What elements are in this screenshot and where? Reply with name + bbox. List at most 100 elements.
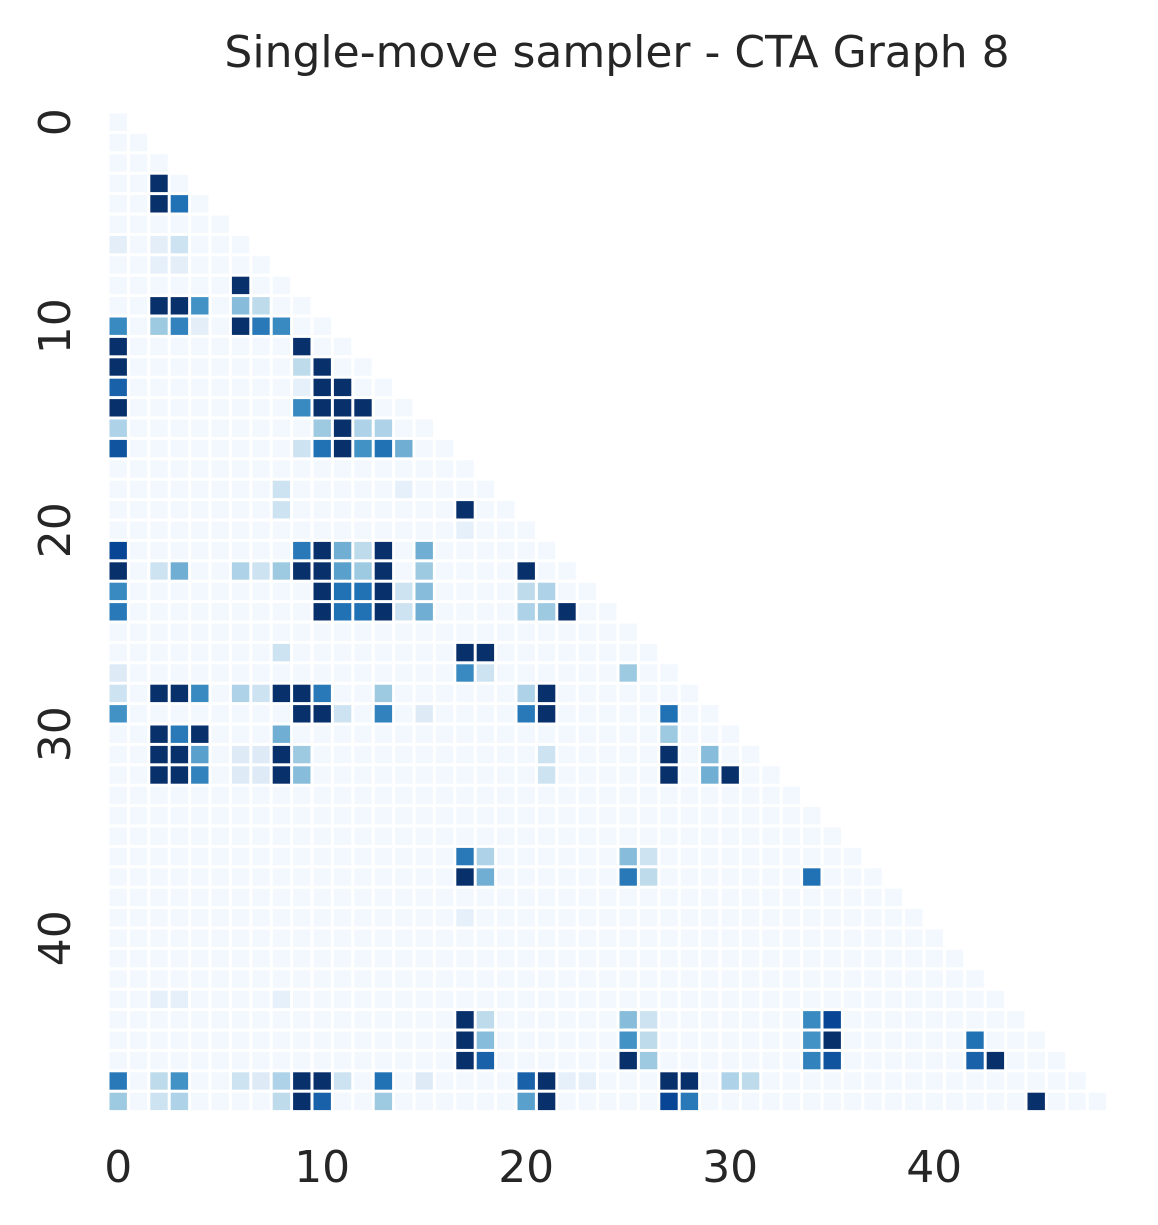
- heatmap-cell: [476, 521, 495, 539]
- heatmap-cell: [333, 1011, 352, 1029]
- heatmap-cell: [293, 1031, 311, 1049]
- heatmap-cell: [170, 949, 189, 968]
- heatmap-cell: [313, 480, 331, 499]
- heatmap-cell: [476, 745, 495, 764]
- heatmap-cell: [231, 419, 250, 437]
- heatmap-cell: [191, 745, 209, 764]
- heatmap-cell: [639, 643, 658, 662]
- heatmap-cell: [558, 582, 576, 601]
- heatmap-cell: [313, 827, 331, 845]
- heatmap-cell: [211, 256, 229, 274]
- heatmap-cell: [395, 664, 413, 682]
- heatmap-cell: [435, 541, 454, 560]
- heatmap-cell: [945, 990, 964, 1009]
- heatmap-cell: [150, 1092, 168, 1111]
- heatmap-cell: [680, 786, 699, 805]
- heatmap-cell: [803, 888, 821, 907]
- heatmap-cell: [497, 827, 515, 845]
- heatmap-cell: [129, 929, 148, 947]
- heatmap-cell: [843, 909, 862, 927]
- heatmap-cell: [272, 1031, 291, 1049]
- heatmap-cell: [272, 1072, 291, 1090]
- heatmap-cell: [415, 1011, 433, 1029]
- heatmap-cell: [558, 1072, 576, 1090]
- heatmap-cell: [293, 623, 311, 641]
- heatmap-cell: [293, 827, 311, 845]
- heatmap-cell: [129, 582, 148, 601]
- heatmap-cell: [456, 480, 474, 499]
- heatmap-cell: [497, 1031, 515, 1049]
- heatmap-cell: [354, 664, 372, 682]
- heatmap-cell: [150, 154, 168, 172]
- heatmap-cell: [211, 215, 229, 233]
- heatmap-cell: [456, 725, 474, 743]
- heatmap-cell: [456, 970, 474, 988]
- heatmap-cell: [354, 480, 372, 499]
- heatmap-cell: [619, 745, 637, 764]
- heatmap-cells: [109, 113, 1107, 1111]
- heatmap-cell: [517, 684, 535, 703]
- heatmap-cell: [150, 337, 168, 356]
- heatmap-cell: [619, 1092, 637, 1111]
- heatmap-cell: [313, 807, 331, 825]
- heatmap-cell: [272, 297, 291, 315]
- heatmap-cell: [252, 970, 270, 988]
- heatmap-cell: [231, 521, 250, 539]
- heatmap-cell: [741, 868, 760, 886]
- heatmap-cell: [333, 868, 352, 886]
- heatmap-cell: [864, 990, 882, 1009]
- heatmap-cell: [374, 847, 393, 866]
- heatmap-cell: [803, 827, 821, 845]
- heatmap-cell: [517, 766, 535, 784]
- heatmap-cell: [150, 949, 168, 968]
- heatmap-cell: [109, 1092, 127, 1111]
- heatmap-cell: [497, 501, 515, 519]
- heatmap-cell: [476, 786, 495, 805]
- heatmap-cell: [191, 480, 209, 499]
- heatmap-cell: [150, 174, 168, 193]
- heatmap-cell: [231, 970, 250, 988]
- heatmap-cell: [803, 929, 821, 947]
- heatmap-cell: [333, 807, 352, 825]
- heatmap-cell: [945, 1092, 964, 1111]
- heatmap-cell: [619, 909, 637, 927]
- heatmap-cell: [537, 623, 556, 641]
- heatmap-cell: [517, 786, 535, 805]
- heatmap-cell: [823, 949, 841, 968]
- heatmap-cell: [293, 664, 311, 682]
- heatmap-cell: [395, 643, 413, 662]
- heatmap-cell: [293, 847, 311, 866]
- heatmap-cell: [231, 807, 250, 825]
- heatmap-cell: [129, 1051, 148, 1070]
- heatmap-cell: [456, 705, 474, 723]
- heatmap-cell: [293, 1051, 311, 1070]
- heatmap-cell: [680, 1092, 699, 1111]
- heatmap-cell: [129, 235, 148, 254]
- heatmap-cell: [823, 868, 841, 886]
- heatmap-cell: [599, 888, 617, 907]
- heatmap-cell: [191, 664, 209, 682]
- heatmap-cell: [191, 582, 209, 601]
- heatmap-cell: [1047, 1092, 1066, 1111]
- heatmap-cell: [435, 929, 454, 947]
- heatmap-cell: [721, 1072, 739, 1090]
- heatmap-cell: [721, 847, 739, 866]
- heatmap-cell: [905, 1011, 923, 1029]
- heatmap-cell: [191, 786, 209, 805]
- heatmap-cell: [374, 1011, 393, 1029]
- heatmap-cell: [252, 909, 270, 927]
- heatmap-cell: [211, 337, 229, 356]
- heatmap-cell: [109, 623, 127, 641]
- heatmap-cell: [191, 358, 209, 376]
- heatmap-cell: [660, 909, 678, 927]
- heatmap-cell: [170, 929, 189, 947]
- heatmap-cell: [150, 766, 168, 784]
- heatmap-cell: [395, 970, 413, 988]
- heatmap-cell: [701, 868, 719, 886]
- heatmap-cell: [191, 562, 209, 580]
- heatmap-cell: [374, 378, 393, 397]
- heatmap-cell: [701, 786, 719, 805]
- heatmap-cell: [823, 990, 841, 1009]
- heatmap-cell: [252, 501, 270, 519]
- heatmap-cell: [456, 868, 474, 886]
